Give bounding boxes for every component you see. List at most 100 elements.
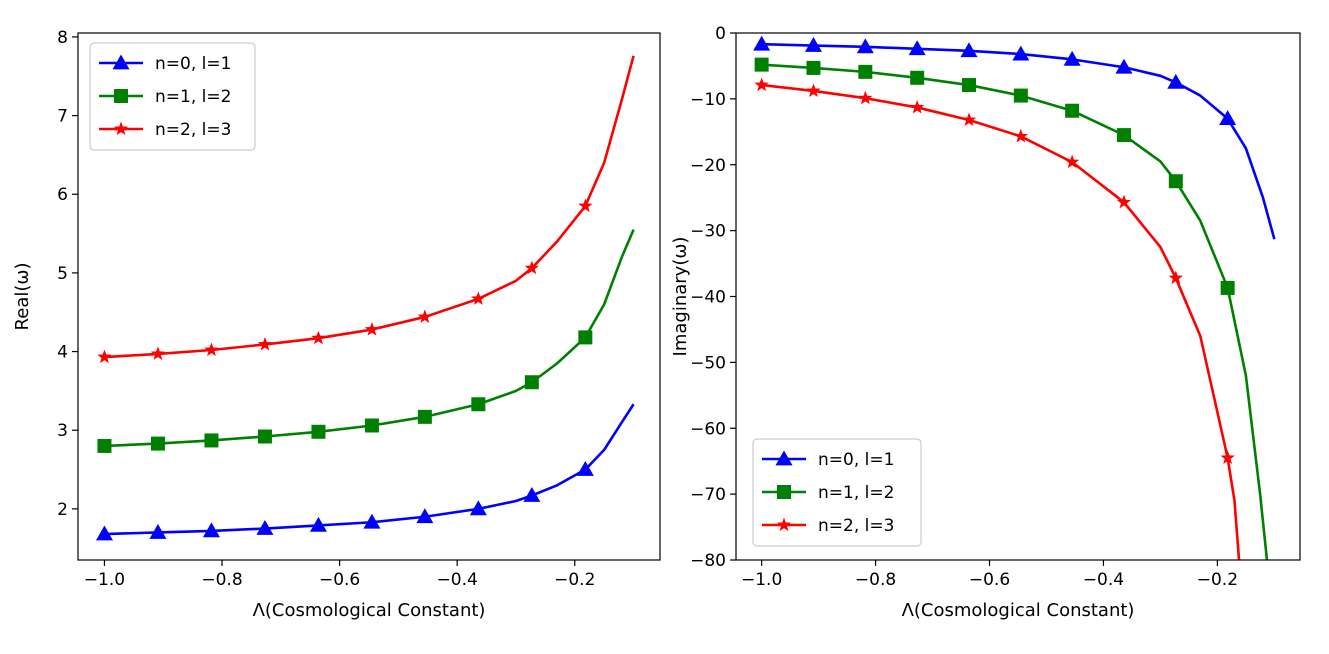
data-point-2-3 [910, 99, 925, 114]
x-tick-label: −0.2 [1197, 570, 1238, 590]
data-point-0-0 [95, 525, 113, 541]
y-tick-label: −10 [690, 90, 726, 110]
data-point-1-7 [471, 397, 486, 412]
data-point-2-5 [1013, 128, 1028, 143]
data-point-1-7 [1116, 128, 1131, 143]
legend-box [89, 42, 256, 151]
data-point-0-3 [256, 520, 274, 535]
y-tick-label: 7 [57, 107, 68, 127]
data-point-0-1 [804, 37, 822, 52]
data-point-0-1 [149, 523, 167, 539]
data-point-0-3 [908, 40, 926, 56]
data-point-0-9 [576, 461, 594, 476]
data-point-2-0 [97, 349, 112, 364]
data-point-0-7 [1115, 58, 1133, 74]
data-point-1-4 [311, 424, 326, 439]
x-tick-label: −0.4 [1083, 570, 1124, 590]
legend: n=0, l=1 n=1, l=2 n=2, l=3 [89, 42, 256, 151]
legend-label-1: n=1, l=2 [155, 87, 231, 107]
data-point-1-2 [858, 64, 873, 79]
data-point-2-5 [364, 322, 380, 336]
legend-marker-0 [112, 54, 130, 70]
data-point-1-3 [910, 70, 925, 85]
right-plot-panel: −1.0 −0.8 −0.6 −0.4 −0.2 0 −10 −20 −30 −40 −50 −60 −… [670, 24, 1301, 621]
data-point-2-9 [578, 198, 593, 213]
data-point-2-1 [150, 346, 166, 360]
y-tick-label: −40 [690, 288, 726, 308]
legend-label-2: n=2, l=3 [155, 120, 231, 140]
y-tick-label: −60 [690, 419, 726, 439]
data-point-2-6 [417, 309, 432, 324]
data-point-1-5 [364, 418, 379, 433]
data-point-0-6 [1063, 50, 1081, 66]
x-tick-label: −1.0 [84, 570, 125, 590]
data-point-2-9 [1220, 450, 1235, 464]
legend-marker-2 [776, 517, 792, 532]
y-tick-label: −50 [690, 353, 726, 373]
data-point-2-7 [471, 291, 486, 305]
data-point-0-2 [856, 38, 874, 54]
data-point-2-2 [858, 90, 873, 105]
series-group [95, 55, 635, 541]
x-tick-label: −0.6 [319, 570, 360, 590]
legend-box [752, 438, 922, 547]
data-point-2-7 [1116, 194, 1132, 209]
data-point-0-2 [202, 522, 220, 538]
x-tick-label: −0.4 [437, 570, 478, 590]
y-tick-label: 4 [57, 343, 68, 363]
data-point-1-1 [150, 436, 165, 451]
data-point-1-0 [97, 438, 112, 453]
y-tick-label: −30 [690, 222, 726, 242]
data-point-2-8 [524, 260, 539, 275]
data-point-1-8 [1168, 174, 1183, 189]
legend: n=0, l=1 n=1, l=2 n=2, l=3 [752, 438, 922, 547]
y-tick-label: 6 [57, 185, 68, 205]
data-point-1-9 [578, 330, 593, 345]
series-line-2 [761, 83, 1241, 560]
x-tick-label: −0.2 [554, 570, 595, 590]
series-group [753, 35, 1276, 560]
left-plot-panel: −1.0 −0.8 −0.6 −0.4 −0.2 2 3 4 5 6 7 8 Λ(Cosmologica… [12, 28, 661, 621]
data-point-2-0 [754, 77, 769, 92]
y-axis-label: Imaginary(ω) [670, 237, 691, 357]
data-point-0-5 [1012, 45, 1030, 61]
data-point-2-3 [257, 336, 273, 351]
legend-label-0: n=0, l=1 [818, 450, 894, 470]
y-axis-label: Real(ω) [12, 263, 33, 331]
data-point-0-8 [523, 487, 541, 502]
y-tick-label: 0 [715, 24, 726, 44]
legend-label-2: n=2, l=3 [818, 516, 894, 536]
data-point-1-5 [1013, 88, 1028, 103]
data-point-1-0 [754, 57, 769, 72]
y-tick-label: 8 [57, 28, 68, 48]
data-point-1-9 [1220, 280, 1235, 295]
x-axis-label: Λ(Cosmological Constant) [253, 600, 486, 621]
data-point-1-6 [417, 409, 432, 424]
legend-marker-2 [113, 121, 129, 136]
data-point-0-4 [960, 42, 978, 58]
legend-marker-0 [775, 450, 793, 466]
data-point-0-8 [1167, 73, 1185, 89]
data-point-2-4 [311, 330, 326, 345]
data-point-2-1 [806, 83, 821, 98]
data-point-0-7 [469, 500, 487, 516]
data-point-2-6 [1064, 154, 1080, 169]
legend-marker-1 [777, 485, 791, 499]
x-tick-label: −0.8 [855, 570, 896, 590]
data-point-1-3 [257, 429, 272, 444]
data-point-1-2 [204, 433, 219, 448]
x-tick-label: −0.6 [969, 570, 1010, 590]
y-tick-label: −70 [690, 485, 726, 505]
y-tick-label: 3 [57, 421, 68, 441]
y-tick-label: 2 [57, 500, 68, 520]
data-point-1-1 [806, 60, 821, 75]
data-point-2-8 [1168, 270, 1183, 285]
data-point-1-8 [524, 375, 539, 390]
legend-label-1: n=1, l=2 [818, 483, 894, 503]
data-point-2-2 [204, 342, 219, 357]
series-line-0 [761, 42, 1276, 240]
y-tick-label: −20 [690, 156, 726, 176]
x-axis-label: Λ(Cosmological Constant) [902, 600, 1135, 621]
x-tick-label: −0.8 [201, 570, 242, 590]
